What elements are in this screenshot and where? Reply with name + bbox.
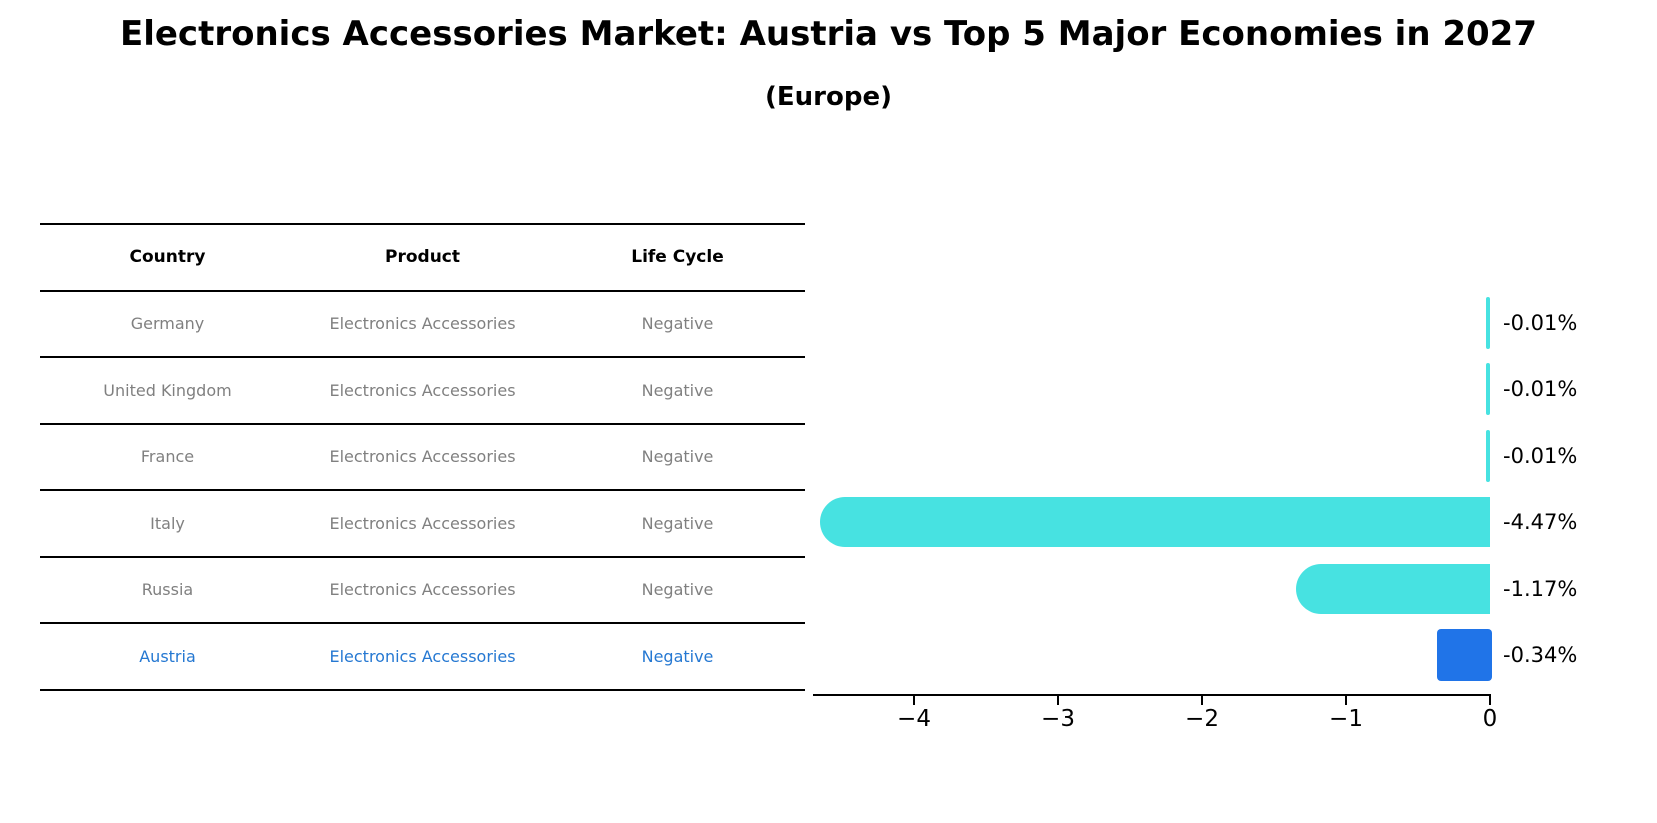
chart-title: Electronics Accessories Market: Austria …: [119, 14, 1537, 54]
bar-austria: [1437, 629, 1492, 681]
table-cell-country: Russia: [141, 580, 194, 600]
table-cell-country: Italy: [150, 513, 185, 533]
value-label-germany: -0.01%: [1503, 310, 1578, 335]
table-row-germany: Germany Electronics Accessories Negative: [40, 289, 805, 357]
x-axis-tick-0: [913, 696, 915, 705]
table-header-row: Country Product Life Cycle: [40, 223, 805, 290]
x-axis-tick-2: [1201, 696, 1203, 705]
x-axis-tick-4: [1489, 696, 1491, 705]
table-cell-life_cycle: Negative: [641, 447, 714, 467]
table-cell-product: Electronics Accessories: [329, 447, 516, 467]
table-cell-product: Electronics Accessories: [329, 646, 516, 666]
value-label-austria: -0.34%: [1503, 643, 1578, 667]
x-axis-tick-label-4: 0: [1482, 706, 1498, 732]
x-axis-tick-3: [1345, 696, 1347, 705]
table-cell-life_cycle: Negative: [641, 380, 714, 400]
table-cell-product: Electronics Accessories: [329, 314, 516, 334]
x-axis-tick-label-1: −3: [1041, 706, 1075, 732]
table-row-italy: Italy Electronics Accessories Negative: [40, 489, 805, 556]
x-axis-tick-1: [1057, 696, 1059, 705]
column-header-life-cycle: Life Cycle: [631, 247, 724, 268]
x-axis-tick-label-2: −2: [1185, 706, 1219, 732]
x-axis-tick-label-3: −1: [1329, 706, 1363, 732]
table-cell-country: United Kingdom: [103, 380, 232, 400]
table-cell-country: France: [140, 447, 195, 467]
table-cell-life_cycle: Negative: [641, 646, 714, 666]
value-label-united-kingdom: -0.01%: [1503, 377, 1578, 401]
bar-russia: [1295, 563, 1490, 614]
table-cell-country: Germany: [130, 314, 205, 334]
table-cell-life_cycle: Negative: [641, 580, 714, 600]
bar-france: [1486, 429, 1490, 482]
column-header-product: Product: [385, 247, 460, 268]
bar-united-kingdom: [1486, 363, 1490, 415]
chart-subtitle: (Europe): [765, 82, 892, 112]
table-cell-product: Electronics Accessories: [329, 380, 516, 400]
x-axis-tick-label-0: −4: [897, 706, 931, 732]
table-row-france: France Electronics Accessories Negative: [40, 422, 805, 490]
comparison-table: Country Product Life Cycle Germany Electroni…: [40, 223, 805, 691]
table-cell-product: Electronics Accessories: [329, 513, 516, 533]
value-label-russia: -1.17%: [1503, 576, 1578, 601]
bar-italy: [820, 497, 1490, 547]
value-label-france: -0.01%: [1503, 443, 1578, 468]
table-cell-life_cycle: Negative: [641, 513, 714, 533]
table-row-united-kingdom: United Kingdom Electronics Accessories Neg…: [40, 356, 805, 423]
table-cell-product: Electronics Accessories: [329, 580, 516, 600]
bar-germany: [1486, 296, 1490, 349]
value-label-italy: -4.47%: [1503, 510, 1578, 534]
table-row-russia: Russia Electronics Accessories Negative: [40, 555, 805, 623]
column-header-country: Country: [129, 247, 206, 268]
table-row-austria: Austria Electronics Accessories Negative: [40, 622, 805, 691]
x-axis-line: [813, 694, 1491, 696]
table-cell-country: Austria: [139, 646, 196, 666]
table-cell-life_cycle: Negative: [641, 314, 714, 334]
